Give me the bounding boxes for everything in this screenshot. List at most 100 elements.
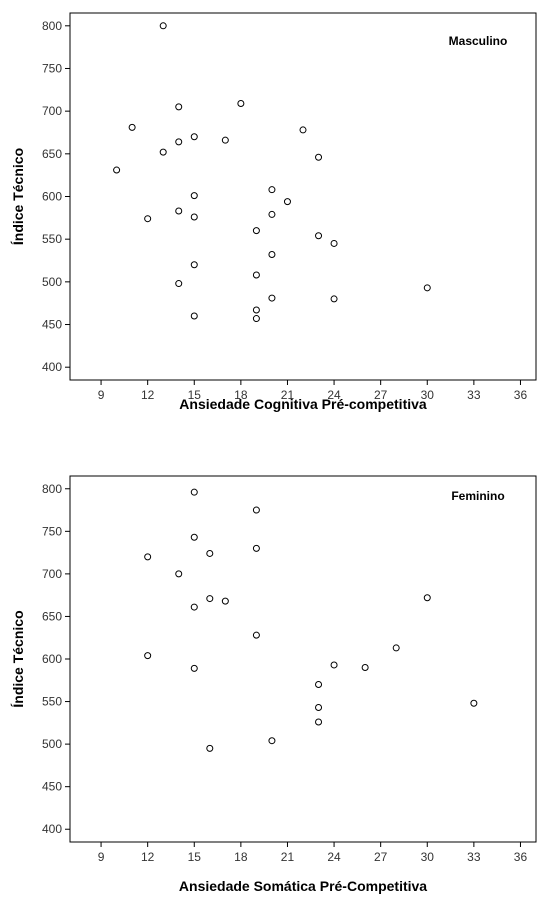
data-point: [252, 544, 260, 552]
data-point: [361, 664, 369, 672]
y-tick-label: 500: [42, 737, 62, 751]
y-tick-label: 800: [42, 482, 62, 496]
x-tick-label: 12: [141, 388, 155, 402]
data-point: [159, 22, 167, 30]
plot-frame: [69, 475, 537, 843]
data-point: [221, 136, 229, 144]
data-point: [252, 631, 260, 639]
data-point: [190, 664, 198, 672]
y-tick-label: 600: [42, 652, 62, 666]
y-tick-label: 550: [42, 695, 62, 709]
data-point: [144, 215, 152, 223]
data-point: [144, 652, 152, 660]
x-axis: 9 12 15 18 21 24 27 30 33 36: [98, 842, 528, 864]
y-axis-title: Índice Técnico: [10, 610, 26, 707]
y-tick-label: 600: [42, 190, 62, 204]
y-tick-label: 750: [42, 524, 62, 538]
data-point: [144, 553, 152, 561]
data-point: [423, 594, 431, 602]
data-point: [470, 699, 478, 707]
x-axis-title: Ansiedade Somática Pré-Competitiva: [179, 878, 427, 894]
y-tick-label: 500: [42, 275, 62, 289]
data-point: [268, 186, 276, 194]
x-tick-label: 30: [421, 850, 435, 864]
data-point: [190, 133, 198, 141]
x-tick-label: 15: [188, 388, 202, 402]
y-tick-label: 700: [42, 104, 62, 118]
data-point: [252, 506, 260, 514]
data-point: [268, 737, 276, 745]
data-point: [283, 198, 291, 206]
data-point: [237, 99, 245, 107]
y-tick-label: 400: [42, 822, 62, 836]
y-tick-label: 700: [42, 567, 62, 581]
data-point: [315, 232, 323, 240]
data-point: [252, 227, 260, 235]
x-tick-label: 24: [327, 388, 341, 402]
x-axis-title: Ansiedade Cognitiva Pré-competitiva: [179, 396, 427, 412]
data-point: [268, 210, 276, 218]
panel-label: Feminino: [451, 489, 504, 503]
x-tick-label: 9: [98, 388, 105, 402]
y-tick-label: 450: [42, 318, 62, 332]
data-point: [190, 261, 198, 269]
data-point: [315, 681, 323, 689]
x-tick-label: 18: [234, 850, 248, 864]
data-point: [175, 103, 183, 111]
y-tick-label: 800: [42, 19, 62, 33]
data-point: [190, 192, 198, 200]
data-point: [252, 306, 260, 314]
data-point: [206, 595, 214, 603]
x-tick-label: 9: [98, 850, 105, 864]
panel-label: Masculino: [449, 34, 508, 48]
y-tick-label: 650: [42, 609, 62, 623]
x-tick-label: 12: [141, 850, 155, 864]
data-point: [175, 138, 183, 146]
data-point: [252, 271, 260, 279]
data-point: [190, 312, 198, 320]
data-point: [190, 603, 198, 611]
data-point: [190, 488, 198, 496]
data-point: [128, 123, 136, 131]
data-point: [299, 126, 307, 134]
data-point: [330, 239, 338, 247]
x-tick-label: 21: [281, 388, 295, 402]
x-tick-label: 15: [188, 850, 202, 864]
scatter-chart-masculino: 400 450 500 550 600 650 700 750 800 9 12 15 18 21 24 2…: [10, 12, 537, 412]
x-tick-label: 27: [374, 388, 388, 402]
y-tick-label: 550: [42, 232, 62, 246]
data-point: [268, 294, 276, 302]
data-point: [330, 661, 338, 669]
data-point: [252, 315, 260, 323]
y-tick-label: 650: [42, 147, 62, 161]
plot-frame: [69, 12, 537, 381]
x-tick-label: 36: [514, 850, 528, 864]
scatter-chart-feminino: 400 450 500 550 600 650 700 750 800 9 12 15 18 21 24 2…: [10, 475, 537, 894]
data-point: [315, 704, 323, 712]
data-points: [113, 22, 431, 323]
x-axis: 9 12 15 18 21 24 27 30 33 36: [98, 380, 528, 402]
data-point: [315, 718, 323, 726]
x-tick-label: 24: [327, 850, 341, 864]
data-points: [144, 488, 478, 752]
x-tick-label: 33: [467, 388, 481, 402]
y-tick-label: 750: [42, 61, 62, 75]
data-point: [330, 295, 338, 303]
data-point: [190, 213, 198, 221]
x-tick-label: 18: [234, 388, 248, 402]
x-tick-label: 21: [281, 850, 295, 864]
y-axis: 400 450 500 550 600 650 700 750 800: [42, 482, 70, 836]
y-axis: 400 450 500 550 600 650 700 750 800: [42, 19, 70, 374]
data-point: [175, 207, 183, 215]
y-tick-label: 450: [42, 780, 62, 794]
data-point: [206, 549, 214, 557]
data-point: [268, 251, 276, 259]
data-point: [206, 744, 214, 752]
y-axis-title: Índice Técnico: [10, 148, 26, 245]
data-point: [175, 280, 183, 288]
data-point: [190, 533, 198, 541]
data-point: [315, 153, 323, 161]
y-tick-label: 400: [42, 360, 62, 374]
x-tick-label: 36: [514, 388, 528, 402]
